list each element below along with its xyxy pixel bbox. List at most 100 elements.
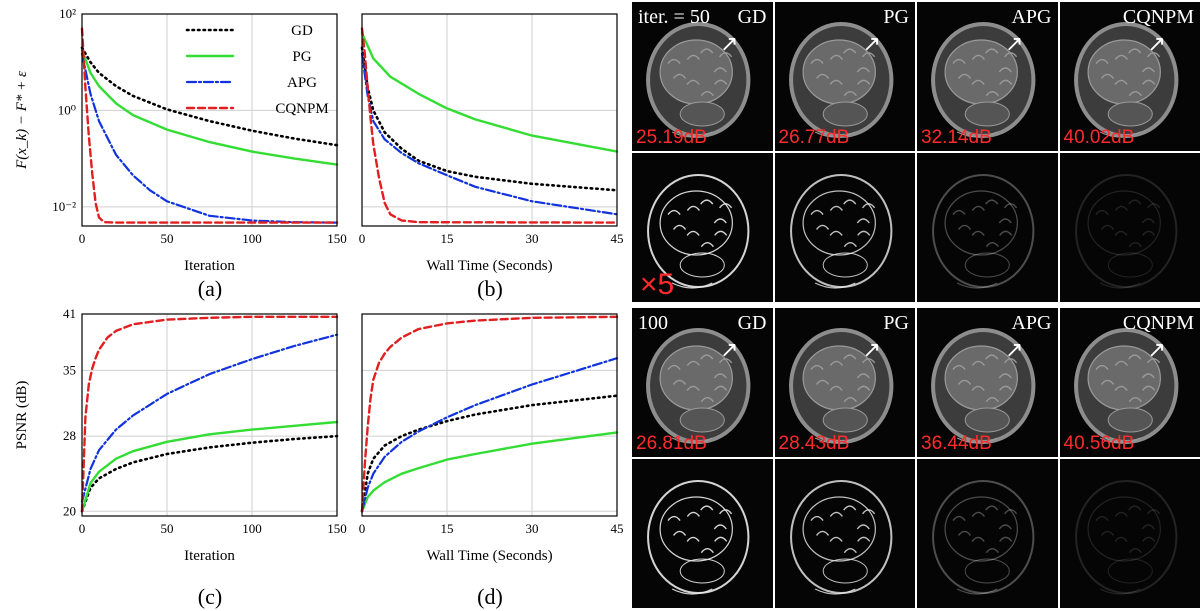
row2-error-maps	[632, 459, 1200, 608]
arrow-icon: ↗	[862, 32, 881, 57]
x-tick-label: 15	[441, 231, 454, 246]
x-tick-label: 0	[79, 231, 86, 246]
error-map-apg-50	[917, 153, 1058, 302]
panel-d-psnr-vs-time: 0 15 30 45 Wall Time (Seconds)	[359, 313, 624, 564]
method-label: CQNPM	[1122, 6, 1194, 28]
row1-error-maps: ×5	[632, 153, 1200, 302]
recon-image-pg-50: PG ↗ 26.77dB	[774, 2, 915, 151]
panel-label-d: (d)	[477, 584, 503, 609]
brain-scan-graphic	[646, 22, 751, 138]
recon-image-apg-100: APG ↗ 36.44dB	[917, 308, 1058, 457]
x-tick-label: 45	[611, 231, 624, 246]
error-map-graphic	[789, 480, 892, 595]
x-tick-label: 0	[359, 521, 366, 536]
panel-label-b: (b)	[477, 276, 503, 301]
x-axis-label: Iteration	[184, 548, 235, 564]
error-map-graphic	[932, 480, 1035, 595]
series-line-pg	[360, 32, 619, 153]
series-line-cqnpm	[360, 315, 619, 513]
y-tick-label: 35	[63, 362, 76, 377]
x-axis-label: Iteration	[184, 258, 235, 274]
error-map-gd-50: ×5	[632, 153, 773, 302]
recon-image-cqnpm-100: CQNPM ↗ 40.56dB	[1059, 308, 1200, 457]
error-map-cqnpm-100	[1059, 459, 1200, 608]
brain-scan-graphic	[788, 22, 893, 138]
series-line-apg	[80, 52, 339, 224]
series-line-gd	[360, 394, 619, 513]
x-tick-label: 50	[161, 231, 174, 246]
x-axis-label: Wall Time (Seconds)	[426, 258, 552, 274]
series-line-pg	[80, 420, 339, 513]
series-line-apg	[360, 52, 619, 216]
brain-scan-graphic	[788, 328, 893, 444]
x-tick-label: 30	[526, 521, 539, 536]
series-line-pg	[80, 48, 339, 166]
recon-image-cqnpm-50: CQNPM ↗ 40.02dB	[1059, 2, 1200, 151]
method-label: APG	[1011, 6, 1052, 28]
arrow-icon: ↗	[1147, 338, 1166, 363]
series-line-cqnpm	[80, 315, 339, 513]
plot-frame	[81, 313, 338, 517]
psnr-value: 40.56dB	[1063, 433, 1135, 454]
error-map-graphic	[647, 480, 750, 595]
x-tick-label: 150	[327, 231, 347, 246]
y-axis-label: PSNR (dB)	[14, 381, 30, 450]
brain-scan-graphic	[1073, 22, 1178, 138]
arrow-icon: ↗	[720, 338, 739, 363]
error-map-apg-100	[917, 459, 1058, 608]
y-tick-label: 41	[63, 306, 76, 321]
panel-c-psnr-vs-iteration: 0 50 100 150 20 28 35 41 Iteration PSNR (dB)	[14, 306, 347, 564]
plot-frame	[81, 13, 338, 227]
brain-scan-graphic	[1073, 328, 1178, 444]
method-label: PG	[883, 6, 909, 28]
error-map-cqnpm-50	[1059, 153, 1200, 302]
iteration-label: iter. = 50	[638, 6, 710, 28]
recon-image-pg-100: PG ↗ 28.43dB	[774, 308, 915, 457]
row2-reconstructions: 100 GD ↗ 26.81dB PG ↗ 28.43dB APG ↗ 36.4…	[632, 308, 1200, 457]
panel-a-objective-vs-iteration: 0 50 100 150 10² 10⁰ 10⁻² Iteration F(x_k) − F* …	[14, 6, 347, 274]
x-tick-label: 100	[242, 521, 262, 536]
psnr-value: 36.44dB	[921, 433, 992, 454]
error-map-graphic	[932, 174, 1035, 289]
x-tick-label: 0	[79, 521, 86, 536]
x-axis-label: Wall Time (Seconds)	[426, 548, 552, 564]
series-line-apg	[360, 357, 619, 513]
panel-label-a: (a)	[198, 276, 222, 301]
series-line-gd	[360, 46, 619, 192]
y-axis-label: F(x_k) − F* + ε	[14, 71, 30, 170]
y-tick-label: 20	[63, 503, 76, 518]
x-tick-label: 45	[611, 521, 624, 536]
method-label: APG	[1011, 312, 1052, 334]
y-tick-label: 10⁻²	[52, 199, 76, 214]
series-line-pg	[360, 431, 619, 513]
psnr-value: 26.81dB	[636, 433, 707, 454]
psnr-value: 28.43dB	[778, 433, 850, 454]
arrow-icon: ↗	[1147, 32, 1166, 57]
psnr-value: 32.14dB	[921, 127, 992, 148]
series-line-cqnpm	[80, 27, 339, 224]
psnr-value: 25.19dB	[636, 127, 707, 148]
brain-scan-graphic	[931, 22, 1036, 138]
series-line-gd	[80, 46, 339, 147]
iteration-label: 100	[638, 312, 668, 334]
panel-b-objective-vs-time: 0 15 30 45 Wall Time (Seconds)	[359, 13, 624, 274]
x-tick-label: 30	[526, 231, 539, 246]
series-line-gd	[80, 434, 339, 513]
y-tick-label: 28	[63, 428, 76, 443]
x-tick-label: 0	[359, 231, 366, 246]
row1-reconstructions: iter. = 50 GD ↗ 25.19dB PG ↗ 26.77dB APG…	[632, 2, 1200, 151]
arrow-icon: ↗	[1005, 338, 1024, 363]
psnr-value: 26.77dB	[778, 127, 850, 148]
x-tick-label: 50	[161, 521, 174, 536]
x-tick-label: 100	[242, 231, 262, 246]
arrow-icon: ↗	[1005, 32, 1024, 57]
mri-reconstruction-grid: iter. = 50 GD ↗ 25.19dB PG ↗ 26.77dB APG…	[632, 0, 1200, 611]
plot-frame	[361, 313, 618, 517]
brain-scan-graphic	[646, 328, 751, 444]
y-tick-label: 10⁰	[58, 102, 76, 117]
error-map-graphic	[1074, 174, 1177, 289]
recon-image-apg-50: APG ↗ 32.14dB	[917, 2, 1058, 151]
recon-image-gd-100: 100 GD ↗ 26.81dB	[632, 308, 773, 457]
y-tick-label: 10²	[59, 6, 76, 21]
psnr-value: 40.02dB	[1063, 127, 1135, 148]
